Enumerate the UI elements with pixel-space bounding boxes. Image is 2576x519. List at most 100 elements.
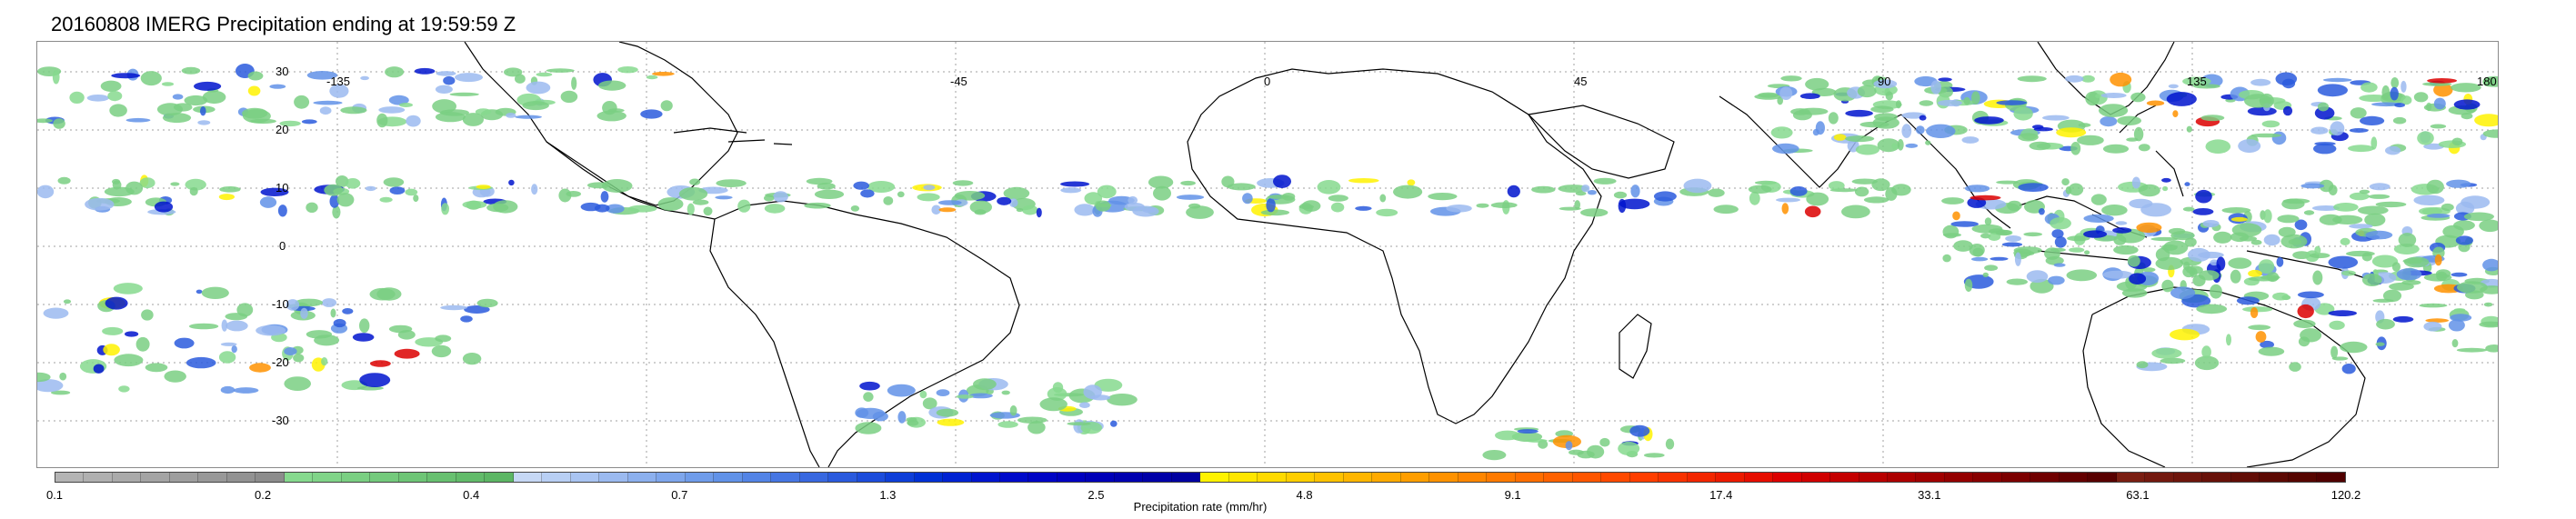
precip-cell [678, 186, 708, 201]
colorbar-tick-label: 17.4 [1709, 488, 1733, 502]
precip-cell [2053, 263, 2066, 267]
precip-cell [333, 318, 346, 328]
colorbar-segment [84, 473, 113, 482]
precip-cell [2479, 219, 2498, 233]
colorbar-segment [627, 473, 657, 482]
precip-cell [657, 197, 684, 211]
precip-cell [2311, 205, 2340, 211]
precip-cell [86, 95, 109, 102]
precip-cell [2482, 129, 2498, 138]
precip-cell [1079, 402, 1090, 409]
precip-cell [2184, 182, 2190, 186]
precip-cell [1619, 198, 1650, 210]
precip-cell [2360, 115, 2385, 125]
coast-africa [1187, 68, 1602, 424]
colorbar-segment [427, 473, 456, 482]
colorbar-segment [771, 473, 800, 482]
precip-cell [2236, 296, 2260, 305]
precip-cell [63, 299, 72, 304]
precip-cell [2100, 93, 2127, 98]
precip-cell [1749, 191, 1760, 205]
precip-cell [2375, 201, 2407, 208]
precip-cell [515, 74, 526, 84]
precip-cell [2281, 198, 2305, 210]
precip-cell [566, 191, 581, 197]
precip-cell [2161, 279, 2174, 293]
precip-cell [53, 118, 65, 129]
precip-cell [1990, 256, 2009, 261]
precip-cell [1097, 185, 1117, 199]
precip-cell [2067, 235, 2090, 242]
precip-cell [2238, 139, 2261, 154]
precip-cell [1393, 185, 1423, 199]
longitude-labels: -135 -45 0 45 90 135 180 [326, 75, 2497, 88]
precip-cell [2248, 269, 2262, 277]
precip-cell [1683, 178, 1712, 194]
precip-cell [1613, 191, 1628, 199]
precip-cell [1964, 185, 1990, 193]
precip-cell [1845, 135, 1875, 143]
precip-cell [37, 372, 51, 383]
precip-cell [660, 100, 673, 112]
precipitation-map[interactable]: 30 20 10 0 -10 -20 -30 -135 -45 0 45 90 … [36, 41, 2499, 468]
colorbar [55, 472, 2346, 483]
precip-cell [2322, 77, 2352, 83]
precip-cell [931, 205, 941, 215]
precip-cell [1517, 429, 1539, 434]
colorbar-segment [1659, 473, 1688, 482]
precipitation-field [37, 64, 2498, 461]
precip-cell [2288, 238, 2302, 245]
precip-cell [2170, 286, 2196, 300]
precip-cell [506, 113, 516, 118]
colorbar-segment [2001, 473, 2031, 482]
precip-cell [2192, 84, 2220, 89]
precip-cell [2226, 334, 2231, 346]
precip-cell [1128, 195, 1138, 205]
precip-cell [1317, 180, 1341, 195]
precip-cell [242, 107, 268, 119]
colorbar-segment [2030, 473, 2060, 482]
precip-cell [1857, 85, 1877, 98]
precip-cell [2228, 257, 2252, 269]
precip-cell [1926, 124, 1956, 138]
colorbar-segment [857, 473, 887, 482]
precip-cell [1599, 437, 1610, 447]
precip-cell [2313, 143, 2337, 155]
precip-cell [1841, 205, 1870, 219]
precip-cell [504, 67, 523, 77]
precip-cell [1770, 126, 1793, 139]
precip-cell [2426, 214, 2451, 218]
precip-cell [195, 289, 203, 294]
precip-cell [435, 112, 466, 123]
precip-cell [1531, 185, 1556, 194]
precip-cell [397, 330, 416, 340]
precip-cell [189, 186, 198, 196]
precip-cell [773, 191, 788, 203]
precip-cell [52, 69, 60, 85]
colorbar-segment [341, 473, 371, 482]
precip-cell [2117, 115, 2142, 125]
lat-label: -10 [272, 297, 289, 311]
precip-cell [2394, 103, 2406, 108]
precip-cell [2018, 183, 2049, 193]
precip-cell [486, 203, 509, 213]
precip-cell [1804, 205, 1821, 218]
precip-cell [376, 287, 402, 301]
lat-label: -30 [272, 414, 289, 427]
precip-cell [2205, 139, 2231, 154]
precip-cell [627, 205, 657, 213]
precip-cell [907, 420, 919, 426]
precip-cell [1891, 143, 1898, 150]
precip-cell [2435, 269, 2451, 278]
precip-cell [1854, 186, 1869, 197]
colorbar-segment [456, 473, 486, 482]
precip-cell [464, 305, 490, 314]
precip-cell [220, 342, 237, 346]
precip-cell [571, 76, 577, 90]
precip-cell [256, 324, 286, 336]
precip-cell [867, 181, 896, 193]
precip-cell [1972, 247, 1984, 257]
precip-cell [2090, 194, 2107, 205]
precip-cell [2200, 115, 2225, 122]
precip-cell [515, 115, 542, 119]
